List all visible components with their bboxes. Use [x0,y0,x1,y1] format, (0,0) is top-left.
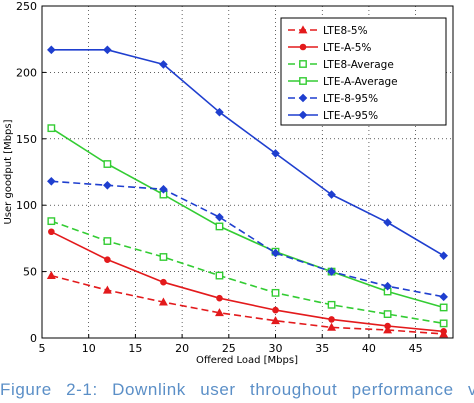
legend-label: LTE-8-95% [323,93,378,105]
y-tick-label: 100 [16,199,37,212]
y-tick-label: 50 [23,266,37,279]
data-point [215,308,224,317]
data-point [271,316,280,325]
line-chart: 5 10 15 20 25 30 35 40 45 0 50 100 150 200 250 Offered… [3,0,454,366]
series-0 [46,270,449,338]
data-point [47,124,56,133]
y-tick-label: 0 [30,332,37,345]
legend-marker [299,60,307,68]
legend-label: LTE-A-95% [323,110,378,122]
y-tick-label: 150 [16,133,37,146]
data-point [440,328,447,335]
data-point [46,270,56,279]
data-point [215,271,224,280]
series-line [50,231,444,333]
y-tick-label: 250 [16,0,37,13]
data-point [216,294,223,302]
data-point [103,237,112,245]
legend-item: LTE-A-95% [288,110,378,122]
series-5 [47,45,448,260]
data-point [103,160,112,168]
legend-marker [298,110,308,120]
data-point [271,248,280,258]
x-tick-label: 25 [222,342,236,355]
data-point [215,222,224,231]
data-point [104,256,111,263]
data-point [215,212,224,222]
legend-item: LTE-A-5% [288,42,371,54]
legend-marker [299,43,307,51]
data-point [271,288,280,297]
series-4 [47,176,448,302]
legend-label: LTE8-5% [323,25,368,37]
x-tick-label: 15 [128,342,142,355]
legend-box [280,17,447,126]
data-point [102,285,112,294]
data-point [48,228,55,236]
x-tick-label: 20 [175,342,189,355]
x-tick-label: 5 [39,342,46,355]
legend-item: LTE-A-Average [288,76,398,88]
x-tick-label: 35 [315,342,329,355]
x-tick-label: 40 [362,342,376,355]
x-tick-label: 45 [409,342,423,355]
data-point [103,45,112,55]
y-axis-label: User goodput [Mbps] [3,119,14,224]
figure-caption: Figure 2-1: Downlink user throughout per… [0,380,474,399]
legend-marker [299,77,307,85]
x-tick-label: 10 [82,342,96,355]
legend-label: LTE-A-5% [323,42,371,54]
data-point [47,45,56,55]
data-point [327,190,336,199]
series-line [51,48,445,257]
data-point [439,251,448,260]
y-tick-label: 200 [16,66,37,79]
series-1 [48,228,447,335]
grid-lines [42,6,453,338]
x-axis-label: Offered Load [Mbps] [196,355,298,366]
data-point [159,184,168,194]
series-line [50,127,444,309]
data-point [271,149,280,158]
data-point [439,319,448,328]
legend-item: LTE8-5% [288,25,368,37]
legend-marker [298,93,308,103]
series-group [46,45,449,338]
data-point [272,306,279,314]
data-point [328,316,335,323]
data-point [439,292,448,302]
x-tick-label: 30 [269,342,283,355]
data-point [327,267,336,276]
series-line [51,220,444,325]
data-point [47,176,56,186]
axis-ticks: 5 10 15 20 25 30 35 40 45 0 50 100 150 200 250 [16,0,423,355]
legend-label: LTE-A-Average [323,76,398,88]
data-point [159,60,168,69]
data-point [383,281,392,291]
legend-item: LTE-8-95% [288,93,378,105]
data-point [383,310,392,318]
series-line [51,274,444,335]
data-point [215,107,224,117]
legend: LTE8-5% LTE-A-5% LTE8-Average LTE-A-Average… [280,17,447,126]
data-point [439,303,448,312]
data-point [327,322,337,331]
data-point [384,322,391,330]
data-point [158,297,168,306]
legend-label: LTE8-Average [323,59,394,71]
data-point [103,180,112,190]
data-point [47,217,56,226]
data-point [160,278,167,286]
data-point [159,253,168,261]
legend-marker [298,25,308,34]
series-2 [47,217,448,328]
data-point [383,325,393,334]
data-point [383,218,392,227]
legend-item: LTE8-Average [288,59,394,71]
data-point [327,300,336,309]
